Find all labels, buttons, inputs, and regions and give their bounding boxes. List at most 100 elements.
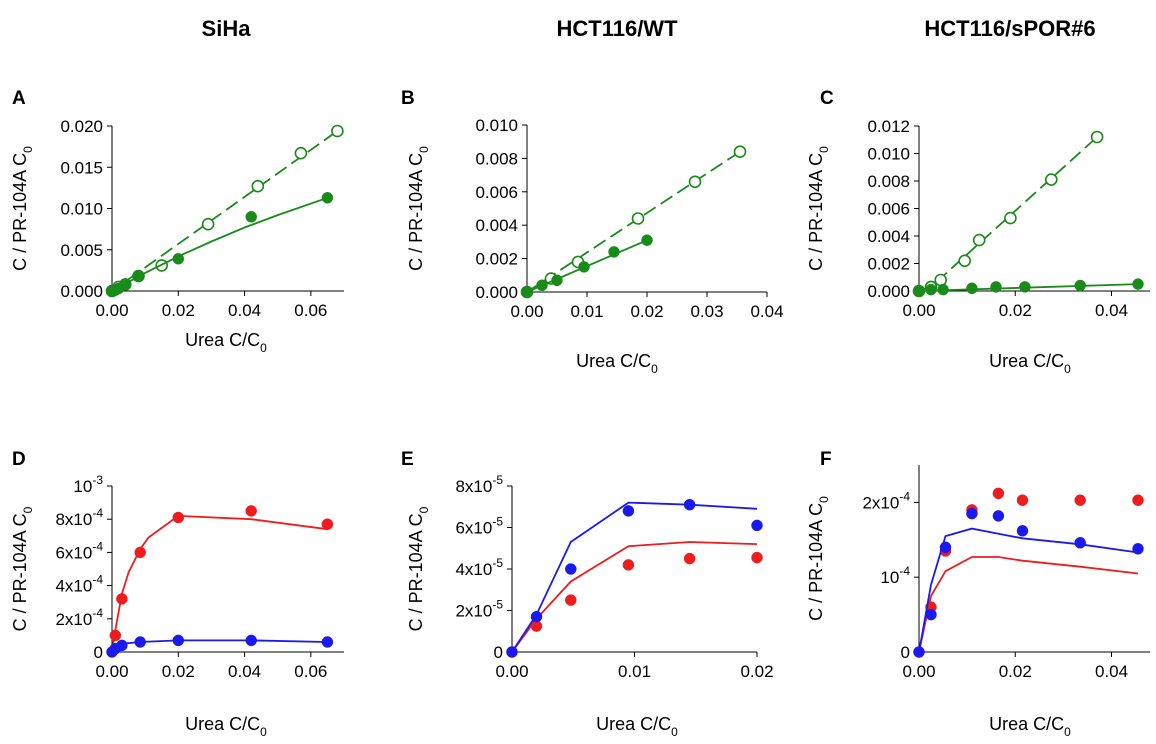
y-tick-label-b: 0.000 — [475, 283, 518, 302]
y-tick-label-e: 2x10-5 — [455, 598, 503, 621]
x-axis-label-f: Urea C/C0 — [989, 714, 1071, 739]
x-tick-label-b: 0.03 — [690, 302, 723, 321]
data-point-filled-c — [1074, 279, 1086, 292]
x-tick-label-e: 0.00 — [495, 662, 528, 681]
data-point-open-b — [631, 212, 645, 225]
data-point-open-c — [972, 233, 986, 247]
data-point-red-e — [751, 551, 763, 564]
panel-f: F 0.00 0.02 0.04 0 10-4 2x10-4 Urea C/C0 C / PR-… — [806, 449, 1150, 739]
y-tick-label-e: 0 — [494, 643, 503, 662]
y-tick-label-d: 0 — [94, 643, 103, 662]
data-point-filled-a — [172, 253, 185, 265]
y-tick-label-c: 0.000 — [867, 282, 910, 301]
y-tick-label-c: 0.008 — [867, 172, 910, 191]
data-point-filled-b — [521, 286, 533, 298]
y-axis-label-d: C / PR-104A C0 — [10, 506, 35, 631]
y-tick-label-e: 6x10-5 — [455, 515, 503, 538]
y-tick-label-c: 0.012 — [867, 117, 910, 136]
x-tick-label-a: 0.04 — [228, 301, 261, 320]
x-axis-label-a: Urea C/C0 — [185, 330, 267, 355]
data-point-open-a — [201, 217, 215, 231]
data-point-filled-b — [608, 246, 620, 258]
data-point-blue-d — [321, 636, 334, 648]
data-point-blue-e — [530, 610, 543, 623]
y-tick-label-a: 0.015 — [60, 158, 103, 177]
x-axis-label-e: Urea C/C0 — [596, 714, 678, 739]
data-point-blue-f — [1074, 537, 1086, 549]
y-tick-label-f: 0 — [901, 643, 910, 662]
x-tick-label-d: 0.00 — [95, 662, 128, 681]
panel-letter-b: B — [401, 88, 415, 109]
y-tick-label-e: 8x10-5 — [455, 473, 503, 496]
data-point-filled-a — [245, 211, 257, 223]
data-point-red-f — [1016, 494, 1029, 506]
data-point-filled-c — [925, 283, 937, 296]
data-point-red-d — [172, 511, 185, 524]
y-tick-label-a: 0.000 — [60, 282, 103, 301]
panel-letter-c: C — [820, 88, 834, 109]
y-axis-label-a: C / PR-104A C0 — [10, 146, 35, 271]
x-tick-label-d: 0.06 — [294, 662, 327, 681]
y-tick-label-d: 8x10-4 — [55, 506, 103, 529]
data-point-open-b — [733, 145, 747, 158]
column-title-siha: SiHa — [202, 16, 252, 41]
data-point-open-c — [1045, 173, 1058, 186]
data-point-open-c — [1004, 211, 1017, 225]
x-tick-label-b: 0.04 — [750, 302, 783, 321]
data-point-blue-f — [992, 510, 1005, 522]
x-tick-label-a: 0.00 — [95, 301, 128, 320]
panel-b: B 0.00 0.01 0.02 0.03 0.04 0.000 0.002 0.004 0.00… — [401, 88, 784, 376]
data-point-blue-e — [751, 519, 763, 532]
data-point-blue-f — [925, 608, 937, 621]
x-tick-label-a: 0.06 — [294, 301, 327, 320]
data-point-open-a — [331, 124, 344, 138]
y-tick-label-c: 0.004 — [867, 227, 910, 246]
y-tick-label-b: 0.010 — [475, 116, 518, 135]
data-point-open-c — [958, 254, 972, 268]
y-tick-label-c: 0.006 — [867, 200, 910, 219]
data-point-filled-b — [536, 279, 548, 292]
y-axis-label-c: C / PR-104A C0 — [806, 146, 831, 271]
data-point-blue-f — [1132, 543, 1144, 555]
data-point-open-b — [688, 175, 702, 189]
data-point-filled-a — [321, 192, 334, 204]
data-point-filled-a — [119, 278, 132, 291]
data-point-blue-f — [913, 646, 925, 658]
fit-line-blue-e — [511, 501, 758, 653]
x-tick-label-b: 0.00 — [510, 302, 543, 321]
data-point-filled-a — [132, 270, 145, 282]
y-tick-label-b: 0.008 — [475, 149, 518, 168]
data-point-blue-d — [245, 634, 257, 647]
data-point-red-f — [1132, 494, 1144, 506]
x-tick-label-a: 0.02 — [162, 301, 195, 320]
x-tick-label-f: 0.02 — [999, 662, 1032, 681]
data-point-red-e — [622, 559, 635, 571]
y-axis-label-b: C / PR-104A C0 — [406, 146, 431, 271]
x-tick-label-f: 0.04 — [1095, 662, 1128, 681]
column-title-hct116-wt: HCT116/WT — [556, 16, 678, 41]
data-point-filled-c — [937, 283, 949, 296]
x-axis-label-c: Urea C/C0 — [989, 351, 1071, 376]
data-point-blue-f — [1016, 525, 1029, 537]
y-tick-label-c: 0.002 — [867, 255, 910, 274]
data-point-red-e — [565, 594, 577, 606]
data-point-filled-c — [990, 281, 1002, 293]
y-tick-label-c: 0.010 — [867, 145, 910, 164]
fit-line-red-f — [918, 556, 1139, 653]
data-point-red-e — [683, 552, 696, 565]
fit-line-blue-f — [918, 527, 1139, 653]
data-point-blue-f — [939, 541, 952, 554]
data-point-open-c — [934, 273, 948, 287]
panel-c: C 0.00 0.02 0.04 0.000 0.002 0.004 0.006 0.008 0.… — [806, 88, 1150, 376]
y-tick-label-d: 4x10-4 — [55, 573, 103, 596]
data-point-red-f — [1074, 494, 1086, 506]
data-point-blue-f — [966, 507, 978, 520]
data-point-red-f — [992, 487, 1005, 500]
panel-e: E 0.00 0.01 0.02 0 2x10-5 4x10-5 6x10-5 8x10-5 Ur… — [401, 449, 774, 739]
data-point-blue-d — [116, 639, 128, 652]
x-tick-label-b: 0.02 — [630, 302, 663, 321]
data-point-filled-b — [551, 274, 563, 287]
data-point-open-c — [1090, 130, 1104, 144]
x-axis-label-b: Urea C/C0 — [576, 351, 658, 376]
